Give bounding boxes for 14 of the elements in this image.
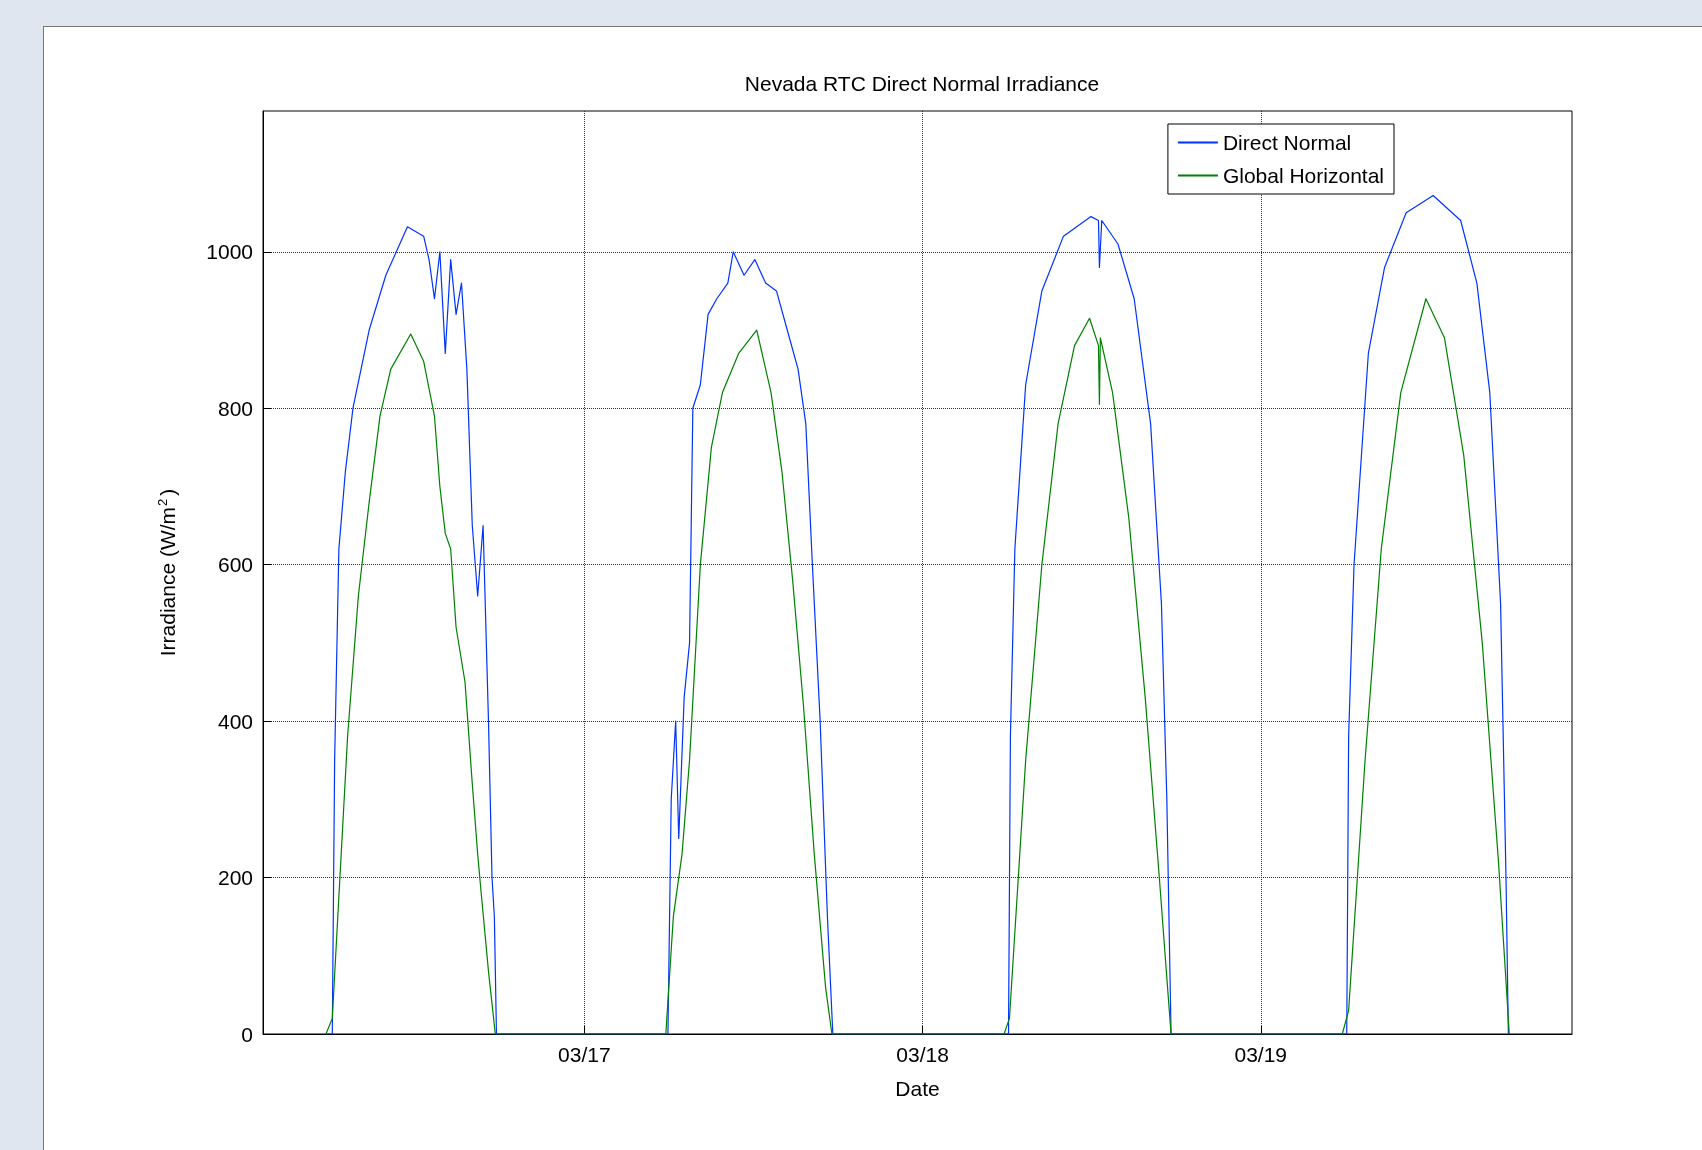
x-axis-title: Date [895,1077,940,1100]
y-tick-label: 1000 [206,240,253,264]
y-tick-label: 600 [217,553,253,577]
x-tick-label: 03/17 [558,1043,611,1066]
x-tick-label: 03/19 [1234,1043,1288,1066]
y-axis-title: Irradiance (W/m2) [155,488,179,657]
legend-label: Direct Normal [1222,131,1352,154]
y-tick-label: 800 [217,396,253,420]
x-tick-label: 03/18 [896,1043,949,1066]
y-tick-label: 400 [217,709,253,733]
legend-label: Global Horizontal [1222,164,1385,187]
y-tick-label: 200 [217,866,253,890]
chart-title: Nevada RTC Direct Normal Irradiance [744,72,1100,95]
y-tick-label: 0 [241,1022,253,1046]
